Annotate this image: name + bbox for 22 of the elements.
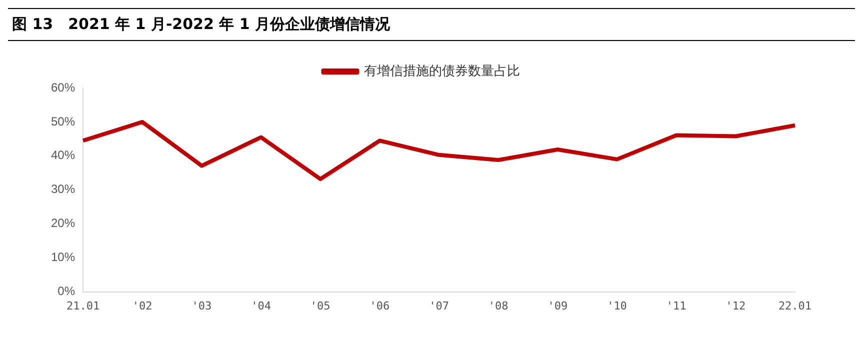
x-tick-label: '03 [192,299,212,312]
legend-label: 有增信措施的债券数量占比 [364,64,520,79]
x-tick-label: '10 [607,299,627,312]
x-tick-label: '05 [310,299,330,312]
x-tick-label: '06 [370,299,390,312]
y-tick-label: 20% [50,216,76,230]
y-tick-label: 60% [50,80,76,94]
x-tick-label: 22.01 [778,299,812,312]
x-tick-label: '12 [726,299,746,312]
x-tick-label: 21.01 [66,299,100,312]
y-tick-label: 50% [50,114,76,128]
x-tick-label: '08 [488,299,508,312]
y-tick-label: 30% [50,182,76,196]
y-tick-label: 0% [58,284,76,298]
x-tick-label: '04 [251,299,272,312]
x-tick-label: '02 [132,299,152,312]
x-tick-label: '09 [548,299,568,312]
chart-title: 图 13 2021 年 1 月-2022 年 1 月份企业债增信情况 [8,8,855,41]
x-tick-label: '07 [429,299,449,312]
y-tick-label: 10% [50,250,76,264]
x-tick-label: '11 [666,299,686,312]
y-tick-label: 40% [50,148,76,162]
